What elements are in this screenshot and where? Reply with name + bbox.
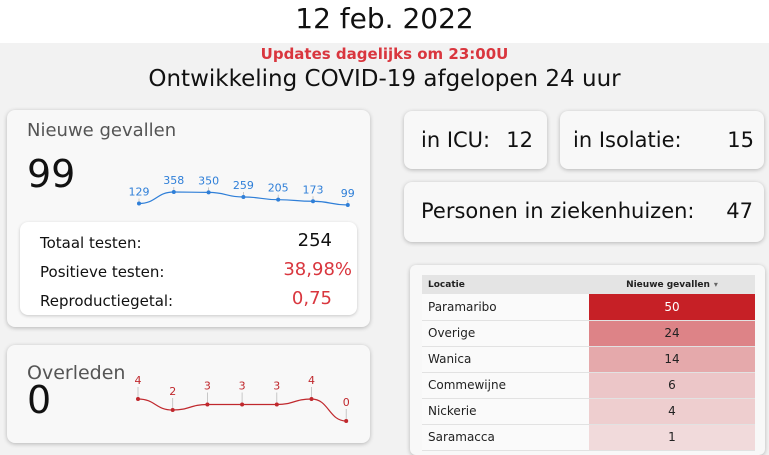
new-cases-cell: 50 (589, 294, 755, 321)
icu-card: in ICU: 12 (404, 111, 547, 169)
new-cases-sparkline-label: 99 (341, 187, 355, 200)
deaths-sparkline-point (136, 397, 140, 401)
new-cases-sparkline-point (137, 201, 141, 206)
deaths-sparkline-label: 4 (308, 374, 315, 387)
total-tests-label: Totaal testen: (40, 234, 142, 252)
deaths-sparkline-point (205, 402, 210, 407)
location-cell: Wanica (422, 346, 589, 373)
location-cell: Paramaribo (422, 294, 589, 321)
column-header-new-cases[interactable]: Nieuwe gevallen ▾ (589, 275, 755, 294)
cases-by-location-table-card: Locatie Nieuwe gevallen ▾ Paramaribo 50 Ove… (410, 265, 765, 455)
deaths-sparkline-point (274, 402, 279, 407)
new-cases-value: 99 (27, 152, 76, 196)
new-cases-sparkline-point (311, 199, 315, 204)
deaths-sparkline-label: 3 (273, 380, 280, 393)
isolation-label: in Isolatie: (573, 128, 682, 152)
deaths-sparkline-label: 4 (135, 374, 142, 387)
location-cell: Saramacca (422, 424, 589, 451)
positive-tests-label: Positieve testen: (40, 263, 165, 281)
deaths-sparkline-point (170, 408, 175, 412)
hospital-card: Personen in ziekenhuizen: 47 (404, 182, 764, 242)
reproduction-value: 0,75 (291, 288, 332, 309)
deaths-sparkline-point (309, 397, 314, 401)
new-cases-cell: 6 (589, 372, 755, 399)
table-row[interactable]: Overige 24 (422, 320, 755, 347)
column-header-new-cases-label: Nieuwe gevallen (626, 279, 710, 290)
total-tests-row: Totaal testen: 254 (40, 230, 352, 256)
new-cases-sparkline: 129 358 350 259 205 173 99 (129, 174, 355, 207)
report-date: 12 feb. 2022 (295, 2, 474, 35)
column-header-location-label: Locatie (428, 279, 465, 290)
deaths-sparkline-point (344, 419, 349, 423)
new-cases-card: Nieuwe gevallen 99 129 358 350 259 205 173 99 … (7, 110, 370, 327)
reproduction-row: Reproductiegetal: 0,75 (40, 288, 352, 314)
new-cases-sparkline-label: 129 (129, 185, 150, 198)
icu-label: in ICU: (421, 128, 491, 152)
location-cell: Nickerie (422, 398, 589, 425)
update-note: Updates dagelijks om 23:00U (260, 45, 509, 63)
test-stats-box: Totaal testen: 254 Positieve testen: 38,… (20, 222, 357, 315)
total-tests-value: 254 (297, 230, 332, 251)
table-body: Paramaribo 50 Overige 24 Wanica 14 Commewijne 6… (422, 294, 755, 451)
deaths-value: 0 (27, 378, 52, 422)
location-cell: Overige (422, 320, 589, 347)
reproduction-label: Reproductiegetal: (40, 292, 174, 310)
location-cell: Commewijne (422, 372, 589, 399)
deaths-label: Overleden (27, 362, 126, 384)
deaths-sparkline-label: 2 (169, 385, 176, 398)
new-cases-cell: 24 (589, 320, 755, 347)
table-row[interactable]: Wanica 14 (422, 346, 755, 373)
sort-down-icon[interactable]: ▾ (713, 279, 718, 289)
positive-tests-value: 38,98% (283, 259, 352, 280)
table-header-row: Locatie Nieuwe gevallen ▾ (422, 275, 755, 294)
deaths-sparkline-label: 0 (343, 396, 350, 409)
table-row[interactable]: Paramaribo 50 (422, 294, 755, 321)
deaths-sparkline-label: 3 (239, 380, 246, 393)
isolation-value: 15 (727, 128, 754, 152)
new-cases-cell: 14 (589, 346, 755, 373)
positive-tests-row: Positieve testen: 38,98% (40, 259, 352, 285)
table-row[interactable]: Commewijne 6 (422, 372, 755, 399)
new-cases-sparkline-label: 173 (303, 183, 324, 196)
new-cases-sparkline-label: 259 (233, 179, 254, 192)
deaths-sparkline: 4 2 3 3 3 4 0 (135, 374, 350, 423)
cases-by-location-table: Locatie Nieuwe gevallen ▾ Paramaribo 50 Ove… (422, 275, 755, 451)
deaths-card: Overleden 0 4 2 3 3 3 4 0 (7, 345, 370, 443)
new-cases-sparkline-point (206, 190, 211, 195)
deaths-sparkline-point (240, 402, 245, 407)
new-cases-sparkline-point (276, 197, 281, 202)
page-title: Ontwikkeling COVID-19 afgelopen 24 uur (148, 66, 621, 92)
new-cases-sparkline-label: 350 (198, 174, 219, 187)
new-cases-sparkline-label: 205 (268, 182, 289, 195)
new-cases-cell: 4 (589, 398, 755, 425)
column-header-location[interactable]: Locatie (422, 275, 589, 294)
new-cases-sparkline-point (345, 203, 350, 207)
hospital-label: Personen in ziekenhuizen: (421, 199, 695, 223)
hospital-value: 47 (726, 199, 753, 223)
new-cases-sparkline-label: 358 (163, 174, 184, 187)
table-row[interactable]: Nickerie 4 (422, 398, 755, 425)
new-cases-sparkline-point (171, 190, 176, 194)
new-cases-sparkline-point (241, 194, 246, 199)
table-row[interactable]: Saramacca 1 (422, 424, 755, 451)
deaths-sparkline-label: 3 (204, 380, 211, 393)
isolation-card: in Isolatie: 15 (560, 111, 764, 169)
new-cases-label: Nieuwe gevallen (27, 120, 177, 141)
new-cases-cell: 1 (589, 424, 755, 451)
icu-value: 12 (506, 128, 533, 152)
